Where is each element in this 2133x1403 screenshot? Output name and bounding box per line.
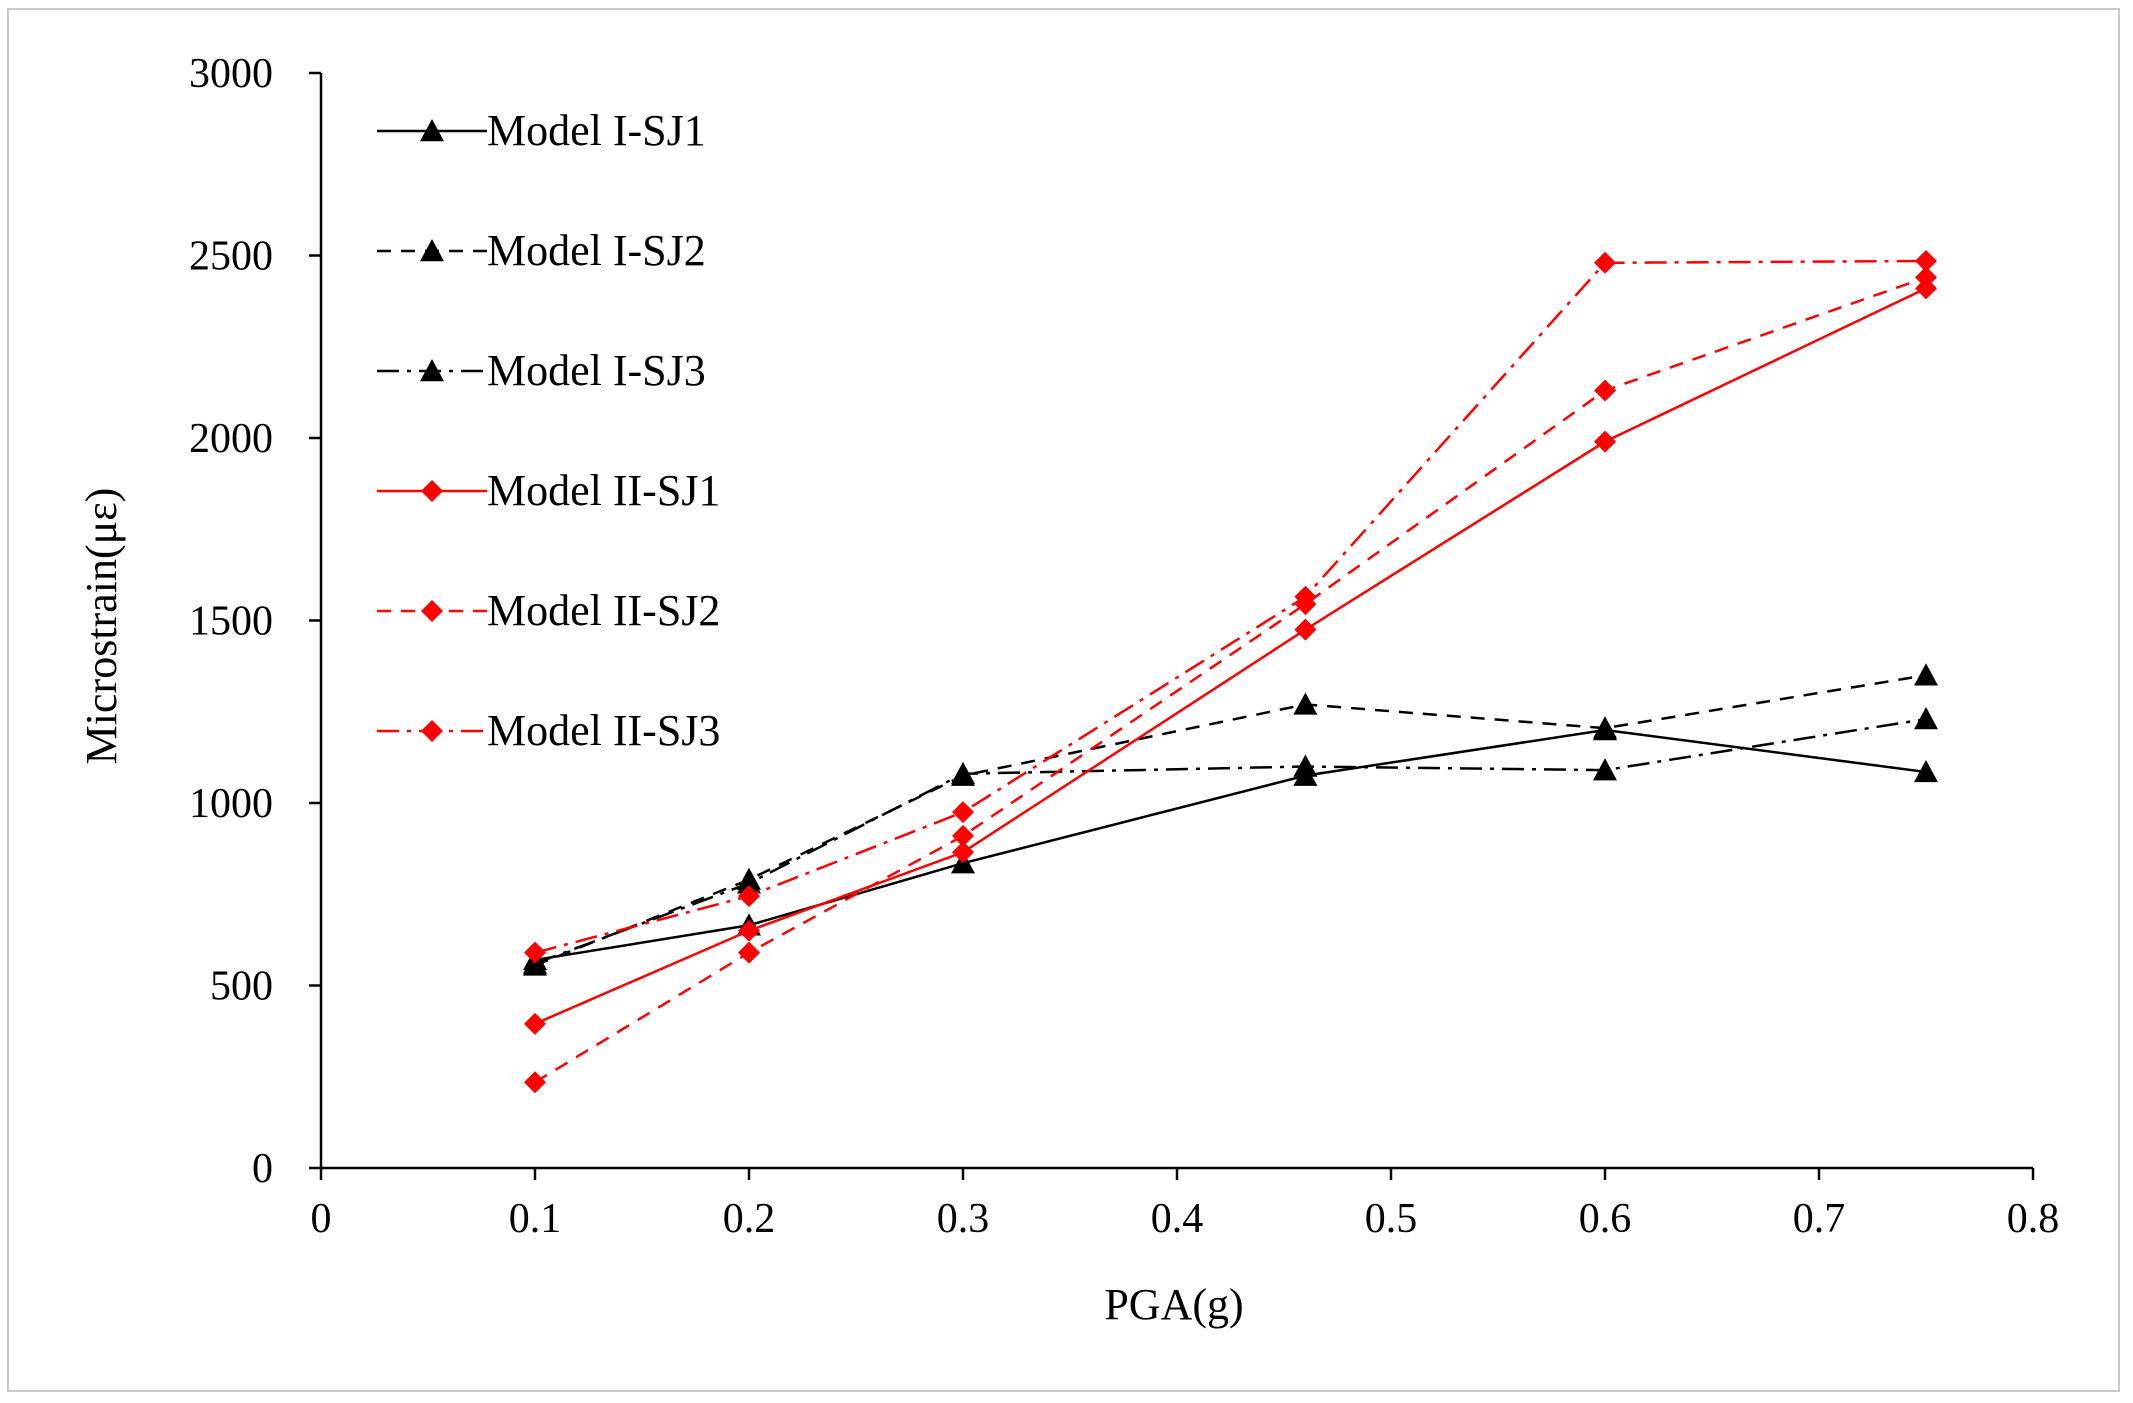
x-tick-label: 0.4 (1151, 1196, 1204, 1242)
data-point (1593, 716, 1617, 739)
series-line (534, 674, 1927, 967)
series-model-i-sj3 (523, 707, 1938, 974)
series-line (534, 287, 1927, 1025)
data-point (1914, 663, 1938, 686)
x-axis-label: PGA(g) (1104, 1280, 1243, 1329)
x-tick-label: 0.3 (937, 1196, 990, 1242)
data-point (1294, 585, 1317, 608)
legend-marker (420, 359, 444, 382)
chart-frame: 0 500 1000 1500 2000 2500 3000 0 0.1 0.2 0.3 0.4 0.5… (7, 8, 2120, 1392)
data-point (1914, 707, 1938, 730)
x-tick-label: 0.8 (2007, 1196, 2060, 1242)
data-point (1294, 618, 1317, 641)
data-point (952, 841, 974, 864)
data-point (1293, 754, 1318, 777)
x-tick-label: 0 (311, 1196, 332, 1242)
x-tick-label: 0.2 (723, 1196, 776, 1242)
legend-marker (421, 480, 443, 502)
x-tick-label: 0.1 (509, 1196, 562, 1242)
legend-label: Model I-SJ3 (487, 346, 706, 395)
data-point (738, 941, 760, 964)
y-tick-label: 2000 (189, 416, 273, 462)
legend-label: Model II-SJ3 (487, 706, 720, 755)
data-point (738, 919, 760, 942)
data-point (952, 824, 974, 847)
legend-label: Model I-SJ1 (487, 106, 706, 155)
data-point (1594, 430, 1616, 453)
legend-item: Model II-SJ1 (377, 466, 720, 515)
data-point (524, 1012, 546, 1035)
data-point (1594, 379, 1616, 402)
data-point (1915, 266, 1937, 289)
series-model-ii-sj2 (524, 266, 1937, 1094)
legend-item: Model I-SJ2 (377, 226, 706, 275)
line-chart: 0 500 1000 1500 2000 2500 3000 0 0.1 0.2 0.3 0.4 0.5… (77, 51, 2059, 1329)
y-tick-label: 1500 (189, 599, 273, 645)
y-tick-label: 500 (210, 964, 273, 1010)
legend-marker (420, 239, 444, 262)
series-layer (523, 249, 1938, 1094)
legend-item: Model II-SJ3 (377, 706, 720, 755)
data-point (738, 885, 760, 908)
series-line (534, 717, 1927, 965)
legend-item: Model II-SJ2 (377, 586, 720, 635)
axes: 0 500 1000 1500 2000 2500 3000 0 0.1 0.2 0.3 0.4 0.5… (189, 51, 2059, 1242)
series-line (534, 259, 1927, 954)
data-point (951, 761, 975, 784)
legend-marker (420, 119, 444, 142)
legend-label: Model II-SJ1 (487, 466, 720, 515)
data-point (952, 801, 974, 824)
data-point (1593, 758, 1617, 781)
data-point (1915, 249, 1937, 272)
series-model-i-sj1 (523, 718, 1938, 971)
x-tick-label: 0.5 (1365, 1196, 1418, 1242)
legend-marker (421, 600, 443, 622)
legend: Model I-SJ1 Model I-SJ2 Model I-SJ3 Model I… (377, 106, 720, 755)
data-point (524, 1071, 546, 1094)
data-point (1293, 692, 1318, 715)
y-tick-label: 1000 (189, 781, 273, 827)
x-tick-label: 0.7 (1793, 1196, 1846, 1242)
series-model-ii-sj3 (524, 249, 1937, 964)
data-point (1914, 759, 1938, 783)
legend-label: Model II-SJ2 (487, 586, 720, 635)
legend-item: Model I-SJ1 (377, 106, 706, 155)
y-tick-label: 0 (252, 1146, 273, 1192)
y-axis-label: Microstrain(με) (77, 488, 126, 765)
series-line (534, 728, 1927, 962)
legend-item: Model I-SJ3 (377, 346, 706, 395)
legend-marker (421, 720, 443, 742)
data-point (524, 941, 546, 964)
y-tick-label: 3000 (189, 51, 273, 97)
x-tick-label: 0.6 (1579, 1196, 1632, 1242)
data-point (737, 871, 761, 894)
legend-label: Model I-SJ2 (487, 226, 706, 275)
y-tick-label: 2500 (189, 234, 273, 280)
series-line (534, 276, 1927, 1084)
